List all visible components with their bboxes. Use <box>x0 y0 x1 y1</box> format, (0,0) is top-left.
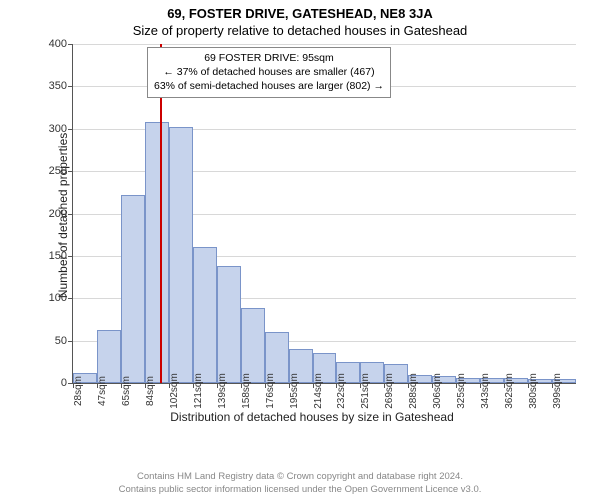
x-tick-label: 139sqm <box>217 373 228 409</box>
histogram-chart: Number of detached properties 0501001502… <box>48 44 576 420</box>
x-tick-label: 102sqm <box>169 373 180 409</box>
y-tick-mark <box>68 214 73 215</box>
annotation-line3: 63% of semi-detached houses are larger (… <box>154 79 384 93</box>
histogram-bar <box>145 122 169 383</box>
y-tick-label: 250 <box>49 165 67 177</box>
x-tick-label: 269sqm <box>384 373 395 409</box>
y-tick-mark <box>68 298 73 299</box>
x-tick-label: 232sqm <box>336 373 347 409</box>
y-tick-mark <box>68 129 73 130</box>
footer-line1: Contains HM Land Registry data © Crown c… <box>0 471 600 483</box>
gridline <box>73 44 576 45</box>
x-tick-label: 65sqm <box>121 376 132 406</box>
x-tick-label: 325sqm <box>456 373 467 409</box>
y-tick-label: 400 <box>49 38 67 50</box>
y-tick-mark <box>68 256 73 257</box>
y-tick-mark <box>68 171 73 172</box>
x-tick-label: 214sqm <box>313 373 324 409</box>
page-title-address: 69, FOSTER DRIVE, GATESHEAD, NE8 3JA <box>0 0 600 21</box>
x-tick-label: 47sqm <box>97 376 108 406</box>
y-tick-label: 300 <box>49 123 67 135</box>
histogram-bar <box>193 247 217 383</box>
x-tick-label: 362sqm <box>504 373 515 409</box>
x-tick-label: 121sqm <box>193 373 204 409</box>
annotation-line2: ← 37% of detached houses are smaller (46… <box>154 65 384 79</box>
annotation-line1: 69 FOSTER DRIVE: 95sqm <box>154 51 384 65</box>
x-tick-label: 251sqm <box>360 373 371 409</box>
page-subtitle: Size of property relative to detached ho… <box>0 21 600 42</box>
y-tick-label: 100 <box>49 292 67 304</box>
y-tick-mark <box>68 44 73 45</box>
histogram-bar <box>217 266 241 383</box>
y-tick-label: 150 <box>49 250 67 262</box>
x-axis-title: Distribution of detached houses by size … <box>48 410 576 424</box>
footer-attribution: Contains HM Land Registry data © Crown c… <box>0 471 600 496</box>
x-tick-label: 343sqm <box>480 373 491 409</box>
x-tick-label: 158sqm <box>241 373 252 409</box>
x-tick-label: 195sqm <box>289 373 300 409</box>
y-tick-label: 200 <box>49 208 67 220</box>
y-tick-mark <box>68 341 73 342</box>
x-tick-label: 84sqm <box>145 376 156 406</box>
x-tick-label: 380sqm <box>528 373 539 409</box>
x-tick-label: 399sqm <box>552 373 563 409</box>
y-tick-label: 0 <box>61 377 67 389</box>
x-tick-label: 176sqm <box>265 373 276 409</box>
footer-line2: Contains public sector information licen… <box>0 484 600 496</box>
histogram-bar <box>169 127 193 383</box>
x-tick-label: 28sqm <box>73 376 84 406</box>
y-tick-mark <box>68 86 73 87</box>
y-tick-label: 50 <box>55 335 67 347</box>
x-tick-label: 306sqm <box>432 373 443 409</box>
y-tick-label: 350 <box>49 80 67 92</box>
x-tick-label: 288sqm <box>408 373 419 409</box>
annotation-box: 69 FOSTER DRIVE: 95sqm ← 37% of detached… <box>147 47 391 98</box>
histogram-bar <box>241 308 265 383</box>
plot-area: 05010015020025030035040028sqm47sqm65sqm8… <box>72 44 576 384</box>
histogram-bar <box>121 195 145 383</box>
